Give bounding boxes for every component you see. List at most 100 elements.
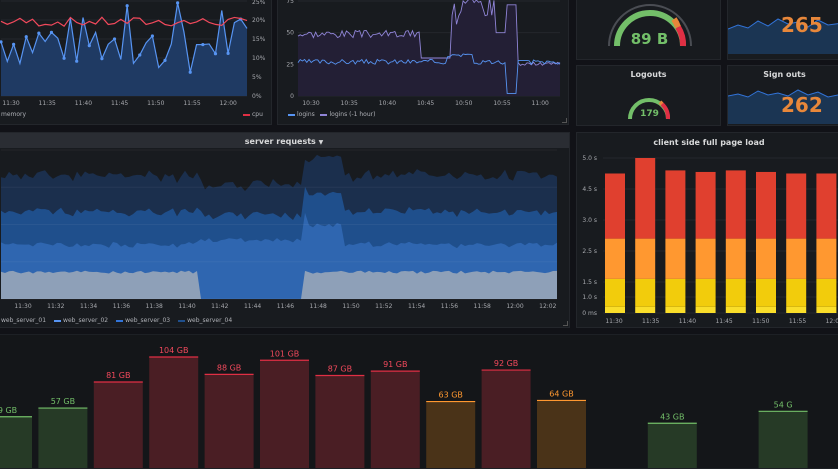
- legend-web_server_04[interactable]: web_server_04: [178, 317, 232, 324]
- signouts-sparkline: [728, 89, 838, 124]
- x-tick: 11:34: [80, 303, 97, 310]
- cpu-legend: memory: [1, 111, 26, 118]
- signouts-panel[interactable]: Sign outs 262: [727, 65, 838, 126]
- x-tick: 11:44: [244, 303, 261, 310]
- load-bar-seg: [756, 278, 776, 307]
- load-bar-seg: [665, 238, 686, 279]
- x-tick: 11:42: [211, 303, 228, 310]
- load-bar-seg: [665, 170, 686, 239]
- bar-label: 104 GB: [159, 346, 189, 355]
- memory-point: [176, 1, 180, 5]
- resize-handle[interactable]: [563, 321, 568, 326]
- legend-web_server_03[interactable]: web_server_03: [116, 317, 170, 324]
- x-tick: 11:35: [642, 318, 659, 325]
- bar: [93, 381, 143, 468]
- load-bar-seg: [786, 173, 807, 239]
- x-tick: 12:00: [506, 303, 523, 310]
- legend-label: web_server_03: [125, 317, 171, 324]
- bar-label: 43 GB: [660, 412, 684, 421]
- x-tick: 11:30: [14, 303, 31, 310]
- x-tick: 11:54: [408, 303, 425, 310]
- x-tick: 11:38: [146, 303, 163, 310]
- gauge-top: [608, 4, 692, 47]
- resize-handle[interactable]: [562, 118, 567, 123]
- logins-panel[interactable]: 75 50 25 0 10:30 10:35 10:40 10:45 10:50 10:55 11:…: [277, 0, 569, 125]
- y-tick: 3.0 s: [582, 217, 597, 224]
- bar: [260, 360, 309, 468]
- gauge-top-panel[interactable]: 89 B: [576, 0, 721, 60]
- logins-legend: logins logins (-1 hour): [288, 111, 375, 118]
- load-bar-seg: [635, 238, 656, 279]
- bar: [647, 423, 697, 468]
- bar: [149, 357, 199, 468]
- logouts-panel[interactable]: Logouts 179: [576, 65, 721, 126]
- legend-label: web_server_01: [1, 317, 47, 324]
- logins-hour-swatch: [320, 113, 328, 116]
- memory-point: [138, 53, 142, 57]
- memory-point: [100, 56, 104, 61]
- server-requests-panel[interactable]: server requests ▼ 11:30 11:32 11:34 11:36 11…: [0, 132, 570, 328]
- server-requests-header[interactable]: [0, 133, 569, 148]
- cpu-memory-panel[interactable]: 20% 15% 10% 5% 0% 25% 11:30 11:35 11:40 11:45 11:5…: [0, 0, 272, 125]
- bar-label: 91 GB: [383, 360, 407, 369]
- x-tick: 11:55: [183, 100, 200, 107]
- chevron-down-icon[interactable]: ▼: [318, 139, 324, 146]
- bar-label: 88 GB: [217, 363, 241, 372]
- legend-cpu-label: cpu: [252, 111, 263, 118]
- legend-label: web_server_04: [187, 317, 233, 324]
- legend-logins-1h[interactable]: logins (-1 hour): [329, 111, 376, 118]
- stat-top-panel[interactable]: 265: [727, 0, 838, 60]
- load-bar-seg: [635, 278, 656, 307]
- stat-top-sparkline: [728, 18, 838, 54]
- load-bar-seg: [605, 278, 625, 307]
- legend-web_server_01[interactable]: web_server_01: [1, 317, 46, 324]
- memory-point: [75, 59, 79, 63]
- bar-gauge-chart: 9 GB 57 GB 81 GB 104 GB 88 GB 101 GB 87 GB 91 G…: [0, 346, 808, 468]
- y-tick: 0%: [252, 93, 262, 100]
- load-bar-seg: [695, 238, 716, 279]
- load-bar-seg: [695, 306, 716, 313]
- x-tick: 11:30: [2, 100, 19, 107]
- load-bar-seg: [756, 238, 776, 279]
- bar: [537, 400, 586, 468]
- y-tick: 50: [286, 30, 294, 37]
- bar-label: 64 GB: [549, 389, 573, 398]
- memory-point: [213, 52, 218, 56]
- stat-top-value: 265: [781, 13, 823, 37]
- legend-swatch: [178, 319, 186, 322]
- legend-logins[interactable]: logins: [297, 111, 315, 118]
- gauge-top-value: 89 B: [630, 30, 669, 48]
- memory-point: [201, 42, 205, 47]
- bar-gauge-panel[interactable]: 9 GB 57 GB 81 GB 104 GB 88 GB 101 GB 87 GB 91 G…: [0, 334, 838, 469]
- load-bar-seg: [695, 171, 716, 239]
- y-tick: 4.5 s: [582, 186, 597, 193]
- x-tick: 10:30: [302, 100, 319, 107]
- x-tick: 11:46: [277, 303, 294, 310]
- server-requests-title[interactable]: server requests ▼: [0, 137, 569, 146]
- load-bar-seg: [635, 306, 656, 313]
- logins-swatch: [288, 113, 295, 116]
- memory-point: [62, 56, 66, 60]
- x-tick: 11:50: [147, 100, 164, 107]
- bar-label: 63 GB: [438, 391, 462, 400]
- memory-area: [1, 2, 247, 96]
- y-tick: 15%: [252, 36, 266, 43]
- load-bar-seg: [816, 278, 837, 307]
- legend-web_server_02[interactable]: web_server_02: [54, 317, 108, 324]
- y-tick: 0: [290, 93, 294, 100]
- load-bar-seg: [786, 306, 807, 313]
- x-tick: 10:35: [341, 100, 358, 107]
- load-bar-seg: [816, 238, 837, 279]
- legend-memory[interactable]: memory: [1, 111, 27, 118]
- y-tick: 75: [286, 0, 294, 5]
- y-tick: 0 ms: [582, 310, 597, 317]
- cpu-swatch: [243, 113, 250, 116]
- y-tick: 25%: [252, 0, 266, 6]
- logouts-title: Logouts: [630, 70, 667, 79]
- y-tick: 5%: [252, 74, 262, 81]
- cpu-legend-cpu[interactable]: cpu: [243, 111, 263, 118]
- cpu-memory-chart: 20% 15% 10% 5% 0% 25% 11:30 11:35 11:40 11:45 11:5…: [0, 0, 266, 107]
- page-load-chart: 5.0 s 4.5 s 3.0 s 2.5 s 1.5 s 1.0 s 0 ms 11:30 1…: [582, 155, 838, 325]
- bar: [315, 375, 365, 468]
- page-load-panel[interactable]: client side full page load 5.0 s 4.5 s 3.0…: [576, 132, 838, 328]
